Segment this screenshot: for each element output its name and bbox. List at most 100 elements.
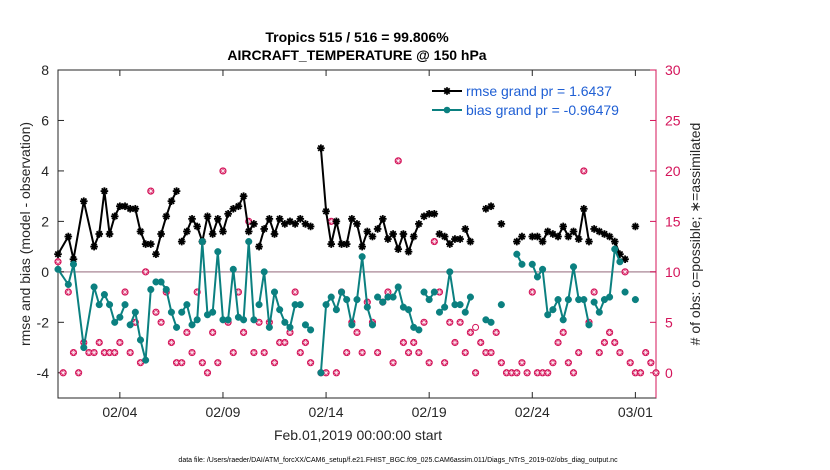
- y-right-tick-label: 30: [665, 62, 681, 78]
- bias-point: [358, 253, 366, 261]
- obs-assimilated-point: [229, 348, 237, 357]
- bias-point: [224, 316, 232, 324]
- obs-assimilated-point: [301, 338, 310, 347]
- bias-point: [111, 318, 119, 326]
- obs-assimilated-point: [358, 348, 366, 357]
- rmse-point: [265, 215, 274, 223]
- obs-assimilated-point: [90, 348, 98, 357]
- rmse-point: [327, 240, 336, 248]
- rmse-point: [275, 215, 284, 223]
- obs-assimilated-point: [178, 359, 186, 367]
- bias-point: [69, 260, 78, 268]
- rmse-point: [415, 220, 423, 228]
- rmse-point: [378, 215, 387, 223]
- obs-assimilated-point: [410, 338, 418, 347]
- obs-assimilated-point: [575, 348, 583, 357]
- y-tick-label: 0: [41, 264, 49, 280]
- bias-point: [260, 268, 268, 276]
- bias-point: [147, 285, 155, 294]
- bias-point: [80, 343, 88, 352]
- bias-point: [348, 321, 356, 329]
- obs-assimilated-point: [172, 359, 181, 367]
- rmse-point: [193, 222, 201, 231]
- bias-point: [131, 308, 139, 316]
- rmse-point: [564, 232, 573, 241]
- legend-rmse-label: rmse grand pr = 1.6437: [466, 83, 612, 99]
- obs-assimilated-point: [569, 369, 578, 377]
- rmse-point: [610, 237, 619, 246]
- obs-assimilated-point: [549, 359, 557, 367]
- rmse-point: [208, 230, 217, 238]
- bias-point: [136, 336, 145, 344]
- obs-assimilated-point: [415, 348, 423, 357]
- rmse-point: [167, 197, 176, 205]
- bias-point: [606, 293, 614, 301]
- rmse-point: [219, 227, 227, 236]
- bias-point: [327, 293, 335, 301]
- rmse-point: [585, 237, 593, 246]
- rmse-point: [110, 212, 119, 221]
- rmse-point: [487, 202, 495, 211]
- obs-assimilated-point: [291, 288, 299, 296]
- bias-point: [276, 306, 284, 314]
- obs-assimilated-point: [652, 369, 660, 377]
- obs-assimilated-point: [430, 237, 438, 246]
- obs-assimilated-point: [487, 348, 495, 357]
- obs-assimilated-point: [523, 369, 531, 377]
- bias-point: [590, 298, 598, 306]
- obs-assimilated-point: [590, 288, 598, 296]
- rmse-point: [214, 215, 222, 223]
- obs-assimilated-point: [616, 348, 624, 357]
- bias-point: [265, 323, 273, 331]
- rmse-point: [445, 240, 454, 248]
- bias-point: [167, 308, 175, 316]
- obs-assimilated-point: [647, 359, 655, 367]
- rmse-point: [136, 227, 145, 236]
- bias-point: [332, 306, 340, 314]
- bias-point: [54, 265, 62, 273]
- y-axis-left: -4 -2 0 2 4 6 8: [37, 62, 64, 381]
- bias-point: [255, 301, 263, 309]
- obs-assimilated-point: [157, 318, 165, 326]
- bias-point: [569, 263, 578, 271]
- bias-point: [595, 308, 603, 316]
- y-right-tick-label: 25: [665, 112, 681, 128]
- rmse-point: [580, 204, 588, 213]
- rmse-point: [513, 237, 521, 246]
- obs-assimilated-point: [492, 328, 500, 336]
- rmse-point: [105, 230, 114, 238]
- line-series: [54, 144, 640, 377]
- rmse-point: [172, 187, 181, 195]
- bias-point: [544, 311, 552, 319]
- x-tick-label: 02/19: [412, 404, 447, 420]
- bias-point: [616, 258, 624, 266]
- obs-assimilated-point: [497, 359, 505, 367]
- rmse-point: [430, 210, 439, 218]
- rmse-point: [183, 227, 191, 236]
- rmse-point: [538, 237, 547, 246]
- obs-assimilated-point: [441, 359, 449, 367]
- obs-assimilated-point: [281, 338, 289, 347]
- obs-assimilated-point: [420, 318, 428, 326]
- bias-point: [564, 296, 572, 304]
- bias-point: [466, 293, 474, 301]
- bias-point: [173, 323, 181, 331]
- y-axis-label: rmse and bias (model - observation): [17, 122, 33, 346]
- x-axis-label: Feb.01,2019 00:00:00 start: [274, 427, 442, 443]
- bias-point: [270, 288, 279, 296]
- obs-assimilated-point: [111, 348, 119, 357]
- obs-assimilated-point: [116, 338, 124, 347]
- bias-point: [379, 298, 387, 306]
- rmse-point: [250, 220, 258, 228]
- obs-assimilated-point: [239, 328, 248, 336]
- rmse-point: [255, 242, 263, 251]
- bias-point: [100, 291, 108, 299]
- bias-point: [229, 265, 237, 273]
- y-tick-label: -2: [37, 314, 50, 330]
- obs-assimilated-point: [642, 348, 650, 357]
- obs-assimilated-point: [136, 359, 145, 367]
- obs-assimilated-point: [621, 268, 629, 276]
- obs-assimilated-point: [425, 359, 433, 367]
- bias-point: [286, 323, 294, 331]
- bias-point: [116, 313, 124, 321]
